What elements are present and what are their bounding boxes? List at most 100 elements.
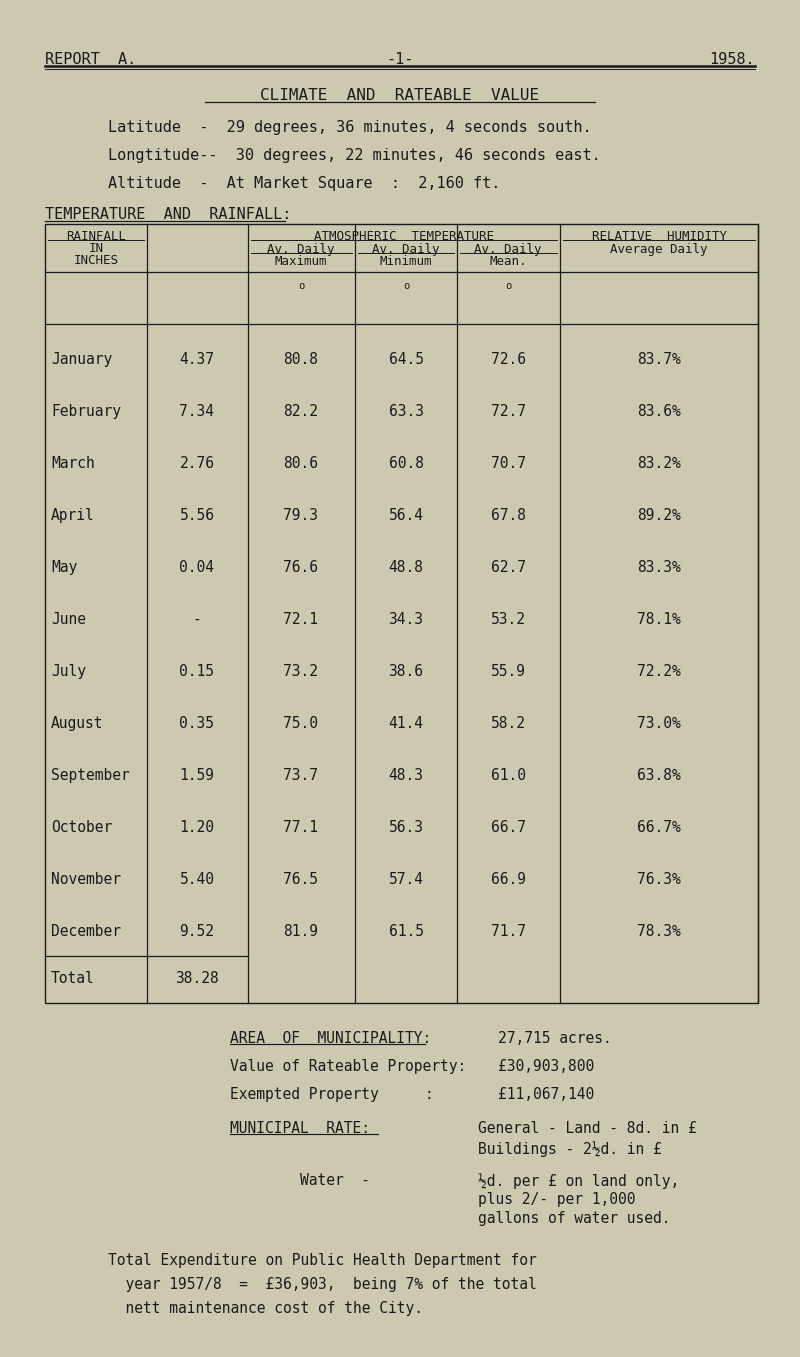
Text: 76.6: 76.6 bbox=[283, 559, 318, 574]
Text: Total Expenditure on Public Health Department for: Total Expenditure on Public Health Depar… bbox=[108, 1253, 537, 1267]
Text: 61.0: 61.0 bbox=[490, 768, 526, 783]
Text: Minimum: Minimum bbox=[380, 255, 432, 267]
Text: gallons of water used.: gallons of water used. bbox=[478, 1210, 670, 1225]
Text: 60.8: 60.8 bbox=[389, 456, 423, 471]
Text: Water  -: Water - bbox=[300, 1172, 370, 1187]
Text: 73.0%: 73.0% bbox=[637, 715, 681, 730]
Text: December: December bbox=[51, 924, 121, 939]
Text: 27,715 acres.: 27,715 acres. bbox=[498, 1031, 612, 1046]
Text: 89.2%: 89.2% bbox=[637, 508, 681, 522]
Text: 72.1: 72.1 bbox=[283, 612, 318, 627]
Text: 56.4: 56.4 bbox=[389, 508, 423, 522]
Text: 83.7%: 83.7% bbox=[637, 351, 681, 366]
Text: March: March bbox=[51, 456, 94, 471]
Text: 58.2: 58.2 bbox=[490, 715, 526, 730]
Text: 71.7: 71.7 bbox=[490, 924, 526, 939]
Text: Exempted Property: Exempted Property bbox=[230, 1087, 378, 1102]
Text: o: o bbox=[403, 281, 409, 290]
Text: TEMPERATURE  AND  RAINFALL:: TEMPERATURE AND RAINFALL: bbox=[45, 208, 291, 223]
Text: 78.1%: 78.1% bbox=[637, 612, 681, 627]
Text: July: July bbox=[51, 664, 86, 678]
Text: November: November bbox=[51, 871, 121, 886]
Text: 73.2: 73.2 bbox=[283, 664, 318, 678]
Text: nett maintenance cost of the City.: nett maintenance cost of the City. bbox=[108, 1301, 423, 1316]
Text: 72.2%: 72.2% bbox=[637, 664, 681, 678]
Text: May: May bbox=[51, 559, 78, 574]
Text: 0.04: 0.04 bbox=[179, 559, 214, 574]
Text: 57.4: 57.4 bbox=[389, 871, 423, 886]
Text: RELATIVE  HUMIDITY: RELATIVE HUMIDITY bbox=[591, 229, 726, 243]
Text: 5.56: 5.56 bbox=[179, 508, 214, 522]
Text: Av. Daily: Av. Daily bbox=[267, 243, 334, 256]
Text: 66.7%: 66.7% bbox=[637, 820, 681, 835]
Text: 67.8: 67.8 bbox=[490, 508, 526, 522]
Text: 55.9: 55.9 bbox=[490, 664, 526, 678]
Text: ½d. per £ on land only,: ½d. per £ on land only, bbox=[478, 1172, 679, 1189]
Text: REPORT  A.: REPORT A. bbox=[45, 52, 136, 66]
Text: 80.6: 80.6 bbox=[283, 456, 318, 471]
Text: AREA  OF  MUNICIPALITY:: AREA OF MUNICIPALITY: bbox=[230, 1031, 431, 1046]
Text: 38.28: 38.28 bbox=[175, 970, 219, 985]
Text: 1.20: 1.20 bbox=[179, 820, 214, 835]
Text: 70.7: 70.7 bbox=[490, 456, 526, 471]
Text: plus 2/- per 1,000: plus 2/- per 1,000 bbox=[478, 1191, 635, 1206]
Text: 76.5: 76.5 bbox=[283, 871, 318, 886]
Text: 9.52: 9.52 bbox=[179, 924, 214, 939]
Text: :: : bbox=[425, 1087, 434, 1102]
Text: 61.5: 61.5 bbox=[389, 924, 423, 939]
Text: 41.4: 41.4 bbox=[389, 715, 423, 730]
Text: Av. Daily: Av. Daily bbox=[474, 243, 542, 256]
Text: 76.3%: 76.3% bbox=[637, 871, 681, 886]
Text: CLIMATE  AND  RATEABLE  VALUE: CLIMATE AND RATEABLE VALUE bbox=[261, 88, 539, 103]
Text: 72.6: 72.6 bbox=[490, 351, 526, 366]
Text: 78.3%: 78.3% bbox=[637, 924, 681, 939]
Text: 38.6: 38.6 bbox=[389, 664, 423, 678]
Text: £11,067,140: £11,067,140 bbox=[498, 1087, 594, 1102]
Text: 5.40: 5.40 bbox=[179, 871, 214, 886]
Text: 48.3: 48.3 bbox=[389, 768, 423, 783]
Text: 82.2: 82.2 bbox=[283, 403, 318, 418]
Text: April: April bbox=[51, 508, 94, 522]
Text: 79.3: 79.3 bbox=[283, 508, 318, 522]
Text: 1.59: 1.59 bbox=[179, 768, 214, 783]
Text: 53.2: 53.2 bbox=[490, 612, 526, 627]
Text: Maximum: Maximum bbox=[274, 255, 327, 267]
Text: o: o bbox=[505, 281, 511, 290]
Bar bbox=[45, 224, 758, 1003]
Text: February: February bbox=[51, 403, 121, 418]
Text: MUNICIPAL  RATE:: MUNICIPAL RATE: bbox=[230, 1121, 370, 1136]
Text: 56.3: 56.3 bbox=[389, 820, 423, 835]
Text: Average Daily: Average Daily bbox=[610, 243, 708, 256]
Text: Buildings - 2½d. in £: Buildings - 2½d. in £ bbox=[478, 1141, 662, 1156]
Text: September: September bbox=[51, 768, 130, 783]
Text: Value of Rateable Property:: Value of Rateable Property: bbox=[230, 1058, 466, 1073]
Text: 1958.: 1958. bbox=[710, 52, 755, 66]
Text: RAINFALL: RAINFALL bbox=[66, 229, 126, 243]
Text: Av. Daily: Av. Daily bbox=[372, 243, 440, 256]
Text: -1-: -1- bbox=[386, 52, 414, 66]
Text: 66.9: 66.9 bbox=[490, 871, 526, 886]
Text: 72.7: 72.7 bbox=[490, 403, 526, 418]
Text: 63.3: 63.3 bbox=[389, 403, 423, 418]
Text: 63.8%: 63.8% bbox=[637, 768, 681, 783]
Text: o: o bbox=[298, 281, 304, 290]
Text: Total: Total bbox=[51, 970, 94, 985]
Text: 83.3%: 83.3% bbox=[637, 559, 681, 574]
Text: 80.8: 80.8 bbox=[283, 351, 318, 366]
Text: August: August bbox=[51, 715, 103, 730]
Text: Mean.: Mean. bbox=[490, 255, 526, 267]
Text: June: June bbox=[51, 612, 86, 627]
Text: 48.8: 48.8 bbox=[389, 559, 423, 574]
Text: 66.7: 66.7 bbox=[490, 820, 526, 835]
Text: INCHES: INCHES bbox=[74, 254, 118, 267]
Text: 81.9: 81.9 bbox=[283, 924, 318, 939]
Text: 77.1: 77.1 bbox=[283, 820, 318, 835]
Text: Altitude  -  At Market Square  :  2,160 ft.: Altitude - At Market Square : 2,160 ft. bbox=[108, 176, 500, 191]
Text: 73.7: 73.7 bbox=[283, 768, 318, 783]
Text: 4.37: 4.37 bbox=[179, 351, 214, 366]
Text: 0.15: 0.15 bbox=[179, 664, 214, 678]
Text: 83.6%: 83.6% bbox=[637, 403, 681, 418]
Text: £30,903,800: £30,903,800 bbox=[498, 1058, 594, 1073]
Text: -: - bbox=[193, 612, 202, 627]
Text: 2.76: 2.76 bbox=[179, 456, 214, 471]
